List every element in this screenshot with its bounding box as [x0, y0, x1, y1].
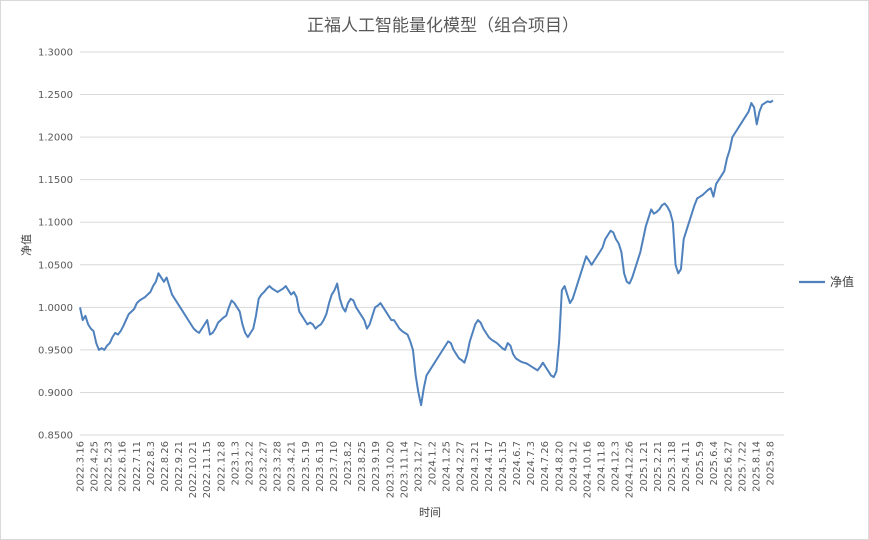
x-tick-label: 2023.11.14 [399, 441, 410, 498]
x-tick-label: 2022.8.3 [146, 441, 157, 486]
x-tick-label: 2023.5.19 [301, 441, 312, 492]
x-tick-label: 2025.2.21 [653, 441, 664, 492]
y-tick-label: 1.3000 [38, 48, 73, 59]
legend: 净值 [799, 274, 854, 289]
x-tick-label: 2022.10.21 [188, 441, 199, 498]
x-tick-label: 2024.12.26 [625, 441, 636, 498]
x-tick-label: 2022.12.8 [216, 441, 227, 492]
y-axis-ticks: 0.8500 0.9000 0.9500 1.0000 1.0500 1.1000 1.15… [38, 48, 73, 442]
y-axis-label: 净值 [19, 234, 33, 256]
x-tick-label: 2022.8.26 [160, 441, 171, 492]
y-tick-label: 1.2500 [38, 90, 73, 101]
x-tick-label: 2024.11.8 [597, 441, 608, 492]
x-tick-label: 2023.2.27 [259, 441, 270, 492]
x-tick-label: 2022.7.11 [132, 441, 143, 492]
y-tick-label: 1.1500 [38, 175, 73, 186]
x-tick-label: 2022.4.25 [90, 441, 101, 492]
x-tick-label: 2023.1.3 [230, 441, 241, 486]
series-line [79, 99, 774, 407]
y-tick-label: 0.8500 [38, 431, 73, 442]
x-axis-ticks: 2022.3.16 2022.4.25 2022.5.23 2022.6.16 2022… [76, 441, 777, 498]
x-tick-label: 2023.3.28 [273, 441, 284, 492]
chart-title: 正福人工智能量化模型（组合项目） [307, 16, 579, 36]
x-tick-label: 2023.8.25 [357, 441, 368, 492]
legend-label: 净值 [830, 274, 854, 289]
x-tick-label: 2022.3.16 [76, 441, 87, 492]
x-tick-label: 2022.11.15 [202, 441, 213, 498]
x-tick-label: 2025.6.4 [709, 441, 720, 486]
x-axis-label: 时间 [419, 506, 441, 519]
x-tick-label: 2025.7.22 [737, 441, 748, 492]
x-tick-label: 2025.3.18 [667, 441, 678, 492]
x-tick-label: 2022.5.23 [104, 441, 115, 492]
x-tick-label: 2024.7.3 [526, 441, 537, 486]
x-tick-label: 2025.9.8 [766, 441, 777, 486]
x-tick-label: 2023.7.10 [329, 441, 340, 492]
x-tick-label: 2024.7.26 [540, 441, 551, 492]
x-tick-label: 2023.2.2 [244, 441, 255, 486]
x-tick-label: 2024.4.17 [484, 441, 495, 492]
y-tick-label: 1.1000 [38, 218, 73, 229]
x-tick-label: 2022.6.16 [118, 441, 129, 492]
x-tick-label: 2023.6.13 [315, 441, 326, 492]
x-tick-label: 2025.8.14 [751, 441, 762, 492]
y-tick-label: 0.9000 [38, 388, 73, 399]
x-tick-label: 2024.1.2 [428, 441, 439, 486]
x-tick-label: 2024.12.3 [611, 441, 622, 492]
y-tick-label: 1.2000 [38, 133, 73, 144]
x-tick-label: 2024.10.16 [582, 441, 593, 498]
x-tick-label: 2025.1.21 [639, 441, 650, 492]
x-tick-label: 2025.5.9 [695, 441, 706, 486]
x-tick-label: 2025.4.11 [681, 441, 692, 492]
x-tick-label: 2023.4.21 [287, 441, 298, 492]
x-tick-label: 2023.8.2 [343, 441, 354, 486]
x-tick-label: 2024.6.7 [512, 441, 523, 486]
x-tick-label: 2024.5.15 [498, 441, 509, 492]
y-tick-label: 1.0500 [38, 260, 73, 271]
x-tick-label: 2025.6.27 [723, 441, 734, 492]
x-tick-label: 2024.8.20 [554, 441, 565, 492]
x-tick-label: 2024.2.27 [456, 441, 467, 492]
x-tick-label: 2024.3.21 [470, 441, 481, 492]
x-tick-label: 2023.9.19 [371, 441, 382, 492]
x-tick-label: 2022.9.21 [174, 441, 185, 492]
x-tick-label: 2024.9.12 [568, 441, 579, 492]
y-tick-label: 0.9500 [38, 345, 73, 356]
x-tick-label: 2024.1.25 [442, 441, 453, 492]
gridlines [80, 51, 784, 436]
x-tick-label: 2023.10.20 [385, 441, 396, 498]
y-tick-label: 1.0000 [38, 303, 73, 314]
x-tick-label: 2023.12.7 [413, 441, 424, 492]
series-layer [79, 99, 774, 407]
